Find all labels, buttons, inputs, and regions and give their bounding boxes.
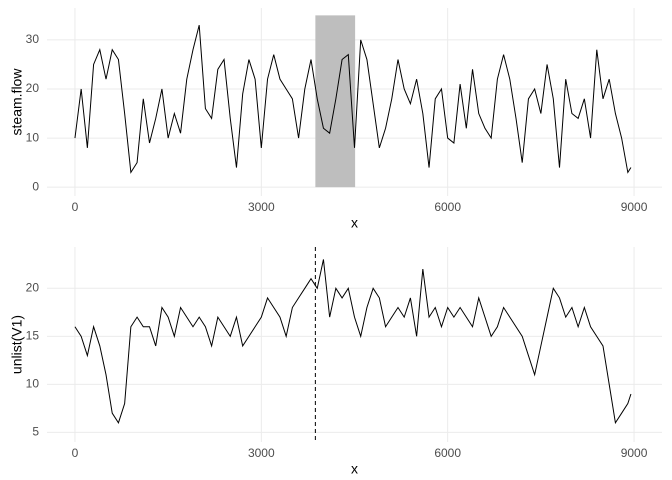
x-tick-label: 9000 — [621, 200, 648, 214]
y-tick-label: 10 — [26, 377, 40, 391]
x-tick-label: 9000 — [621, 446, 648, 460]
y-tick-label: 15 — [26, 329, 40, 343]
y-tick-label: 10 — [26, 130, 40, 144]
x-axis-title: x — [351, 461, 358, 477]
x-tick-label: 3000 — [248, 200, 275, 214]
x-tick-label: 0 — [72, 200, 79, 214]
data-line — [74, 25, 632, 174]
x-tick-label: 6000 — [434, 446, 461, 460]
y-tick-label: 30 — [26, 32, 40, 46]
y-axis-title: steam.flow — [9, 68, 25, 136]
x-tick-label: 3000 — [248, 446, 275, 460]
y-tick-label: 5 — [32, 425, 39, 439]
y-tick-label: 20 — [26, 280, 40, 294]
x-tick-label: 6000 — [434, 200, 461, 214]
y-tick-label: 20 — [26, 81, 40, 95]
x-axis-title: x — [351, 215, 358, 231]
data-line — [74, 259, 632, 425]
x-tick-label: 0 — [72, 446, 79, 460]
y-tick-label: 0 — [32, 179, 39, 193]
y-axis-title: unlist(V1) — [9, 315, 25, 374]
